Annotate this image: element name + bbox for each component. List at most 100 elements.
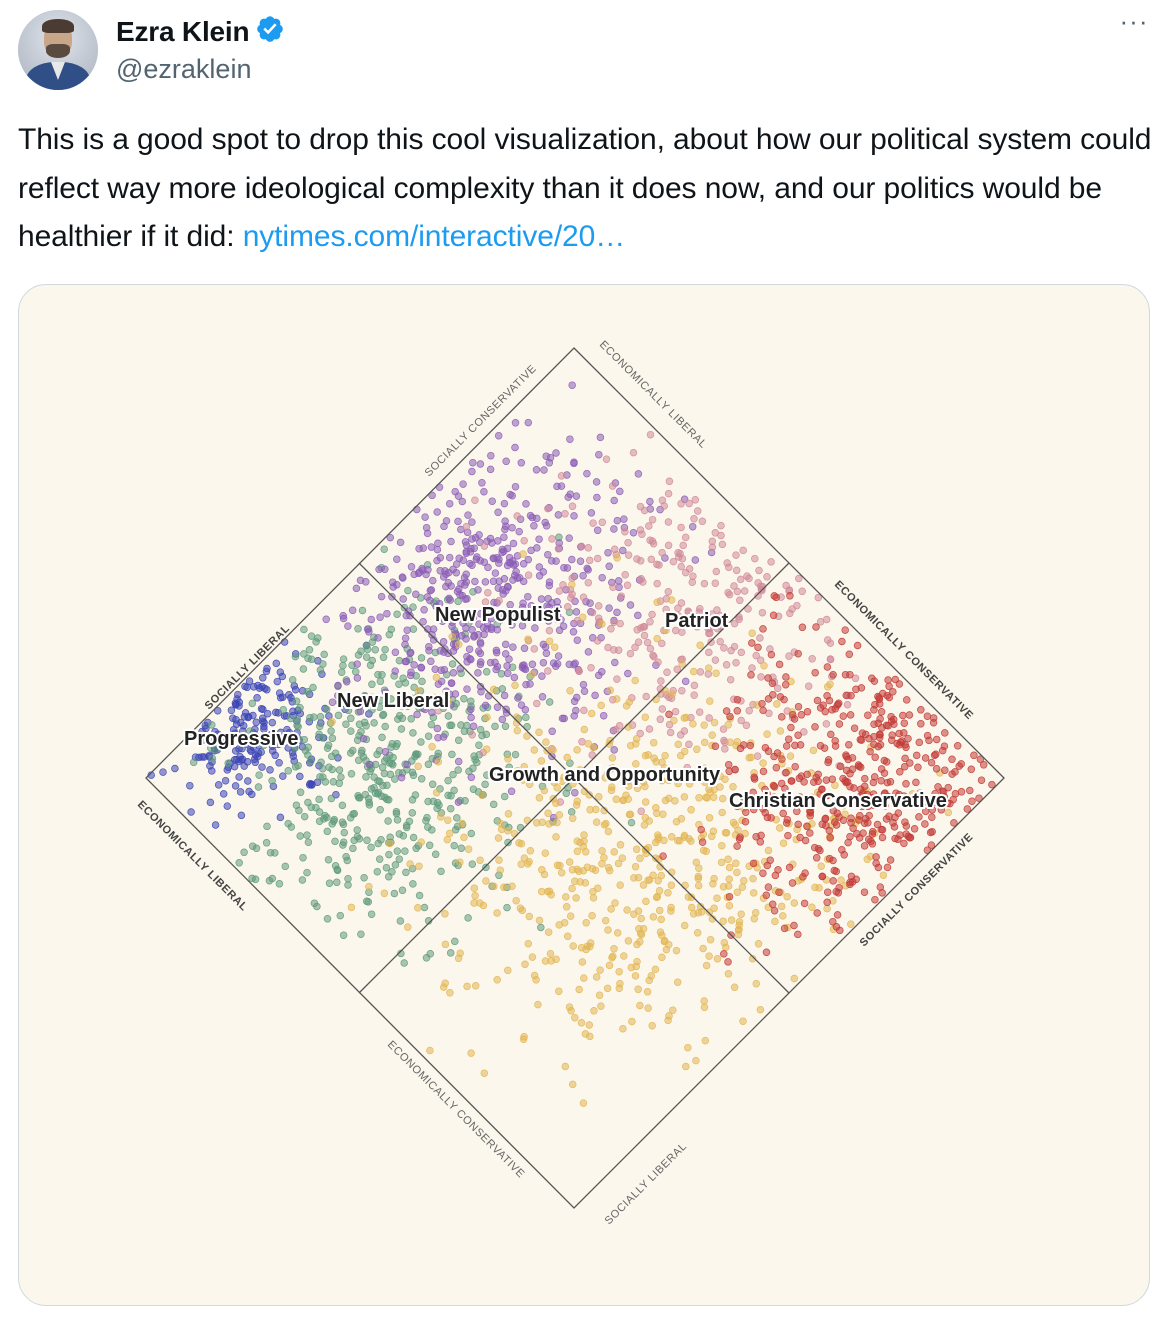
data-point <box>745 574 753 583</box>
data-point <box>444 816 452 824</box>
data-point <box>339 655 348 663</box>
more-options-icon[interactable]: ··· <box>1119 6 1149 36</box>
data-point <box>404 923 412 931</box>
data-point <box>521 705 530 714</box>
data-point <box>410 661 418 669</box>
data-point <box>938 746 947 755</box>
data-point <box>685 499 693 508</box>
data-point <box>530 522 538 530</box>
data-point <box>471 496 479 504</box>
data-point <box>465 645 474 653</box>
author-name-row[interactable]: Ezra Klein <box>116 14 285 49</box>
data-point <box>762 948 771 957</box>
data-point <box>812 773 820 782</box>
data-point <box>347 903 356 912</box>
data-point <box>370 719 378 727</box>
data-point <box>564 603 572 611</box>
data-point <box>612 695 621 703</box>
data-point <box>740 587 749 595</box>
data-point <box>389 761 397 769</box>
data-point <box>747 671 755 679</box>
data-point <box>678 660 686 668</box>
data-point <box>794 820 802 829</box>
data-point <box>591 691 599 700</box>
author-name[interactable]: Ezra Klein <box>116 15 250 47</box>
data-point <box>616 841 625 849</box>
data-point <box>218 741 226 749</box>
data-point <box>482 745 491 753</box>
data-point <box>678 686 686 695</box>
tweet-link[interactable]: nytimes.com/interactive/20… <box>242 220 626 253</box>
data-point <box>358 746 366 755</box>
data-point <box>447 792 455 800</box>
data-point <box>484 563 492 572</box>
data-point <box>517 611 526 619</box>
data-point <box>700 721 708 729</box>
data-point <box>565 858 574 866</box>
data-point <box>493 909 501 917</box>
author-handle[interactable]: @ezraklein <box>116 54 252 84</box>
data-point <box>568 1080 577 1089</box>
avatar[interactable] <box>18 10 98 90</box>
data-point <box>535 916 544 925</box>
data-point <box>736 575 745 584</box>
data-point <box>553 660 562 668</box>
data-point <box>572 801 581 809</box>
data-point <box>414 687 423 695</box>
data-point <box>424 732 433 740</box>
data-point <box>467 705 475 713</box>
data-point <box>580 687 589 695</box>
data-point <box>681 677 690 686</box>
data-point <box>724 970 733 978</box>
data-point <box>708 731 716 739</box>
data-point <box>950 819 958 827</box>
data-point <box>910 825 919 833</box>
data-point <box>281 862 290 871</box>
data-point <box>338 818 347 827</box>
data-point <box>573 636 582 644</box>
data-point <box>422 523 431 532</box>
data-point <box>798 587 806 596</box>
data-point <box>660 764 669 772</box>
data-point <box>718 794 727 803</box>
data-point <box>506 601 514 609</box>
data-point <box>626 601 635 609</box>
data-point <box>586 805 594 814</box>
data-point <box>737 716 745 725</box>
data-point <box>636 729 644 738</box>
data-point <box>568 884 576 893</box>
data-point <box>780 924 789 933</box>
data-point <box>754 592 762 600</box>
data-point <box>504 826 512 835</box>
data-point <box>566 687 574 695</box>
data-point <box>508 882 516 890</box>
data-point <box>419 617 427 626</box>
data-point <box>568 580 576 589</box>
data-point <box>240 848 248 857</box>
data-point <box>719 725 728 733</box>
data-point <box>501 640 510 649</box>
data-point <box>542 612 550 620</box>
data-point <box>681 533 690 542</box>
data-point <box>598 573 606 582</box>
data-point <box>502 709 511 717</box>
data-point <box>571 877 579 886</box>
data-point <box>473 553 481 561</box>
data-point <box>335 766 344 774</box>
tweet-media-chart[interactable]: Progressive New Liberal New Populist Patrio… <box>18 284 1150 1306</box>
data-point <box>537 757 546 765</box>
scatter-points <box>147 381 996 1107</box>
data-point <box>396 538 405 547</box>
data-point <box>567 594 575 602</box>
data-point <box>426 950 435 958</box>
data-point <box>674 604 682 613</box>
data-point <box>414 750 422 759</box>
data-point <box>362 653 371 661</box>
data-point <box>645 817 653 825</box>
data-point <box>462 549 471 557</box>
data-point <box>259 674 267 682</box>
data-point <box>708 543 717 552</box>
data-point <box>695 794 703 802</box>
data-point <box>305 781 314 789</box>
data-point <box>535 794 544 802</box>
